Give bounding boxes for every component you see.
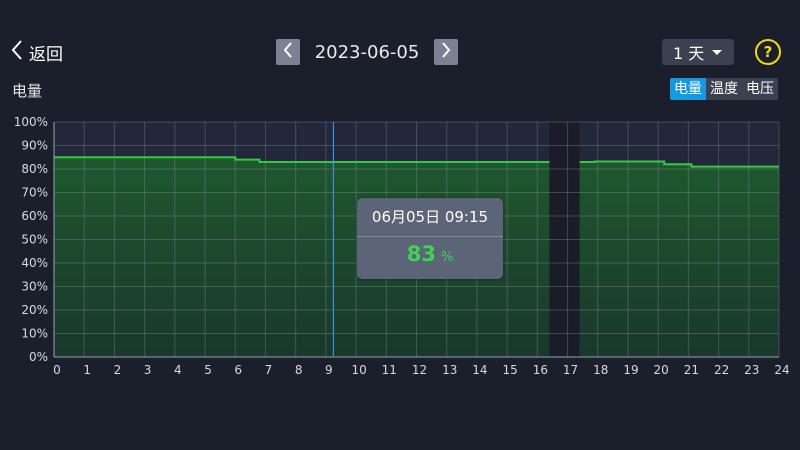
x-tick-label: 3 bbox=[144, 363, 152, 377]
x-tick-label: 12 bbox=[412, 363, 427, 377]
x-tick-label: 7 bbox=[265, 363, 273, 377]
next-day-button[interactable] bbox=[434, 39, 458, 65]
no-data-band bbox=[549, 122, 580, 357]
date-navigator: 2023-06-05 bbox=[276, 39, 458, 65]
x-tick-label: 23 bbox=[744, 363, 759, 377]
tooltip-time: 06月05日 09:15 bbox=[357, 198, 503, 237]
y-tick-label: 60% bbox=[21, 209, 48, 223]
x-tick-label: 20 bbox=[654, 363, 669, 377]
y-tick-label: 10% bbox=[21, 327, 48, 341]
chart-tooltip: 06月05日 09:15 83% bbox=[357, 198, 503, 279]
tab-battery[interactable]: 电量 bbox=[670, 78, 706, 100]
x-tick-label: 9 bbox=[325, 363, 333, 377]
y-tick-label: 50% bbox=[21, 233, 48, 247]
y-tick-label: 80% bbox=[21, 162, 48, 176]
x-tick-label: 17 bbox=[563, 363, 578, 377]
metric-tabs: 电量 温度 电压 bbox=[670, 78, 778, 100]
chevron-left-icon bbox=[283, 42, 293, 62]
tooltip-value-group: 83% bbox=[357, 242, 503, 266]
x-tick-label: 0 bbox=[53, 363, 61, 377]
y-tick-label: 0% bbox=[29, 350, 48, 364]
x-tick-label: 5 bbox=[204, 363, 212, 377]
range-dropdown[interactable]: 1 天 bbox=[662, 39, 734, 65]
tab-voltage[interactable]: 电压 bbox=[746, 81, 774, 97]
x-tick-label: 14 bbox=[472, 363, 487, 377]
y-tick-label: 30% bbox=[21, 280, 48, 294]
x-tick-label: 18 bbox=[593, 363, 608, 377]
series-area-1 bbox=[579, 161, 779, 357]
x-tick-label: 4 bbox=[174, 363, 182, 377]
chevron-right-icon bbox=[441, 42, 451, 62]
help-icon[interactable]: ? bbox=[755, 39, 781, 65]
tooltip-unit: % bbox=[440, 250, 454, 265]
back-label: 返回 bbox=[29, 44, 63, 65]
range-value: 1 天 bbox=[673, 44, 705, 63]
x-tick-label: 15 bbox=[502, 363, 517, 377]
y-tick-label: 90% bbox=[21, 139, 48, 153]
x-tick-label: 16 bbox=[533, 363, 548, 377]
prev-day-button[interactable] bbox=[276, 39, 300, 65]
x-tick-label: 6 bbox=[234, 363, 242, 377]
section-title: 电量 bbox=[12, 82, 43, 100]
y-tick-label: 70% bbox=[21, 186, 48, 200]
x-tick-label: 10 bbox=[351, 363, 366, 377]
x-tick-label: 1 bbox=[83, 363, 91, 377]
x-tick-label: 24 bbox=[774, 363, 789, 377]
x-tick-label: 22 bbox=[714, 363, 729, 377]
y-tick-label: 20% bbox=[21, 303, 48, 317]
y-tick-label: 40% bbox=[21, 256, 48, 270]
x-tick-label: 13 bbox=[442, 363, 457, 377]
x-tick-label: 21 bbox=[684, 363, 699, 377]
chevron-left-icon bbox=[10, 39, 24, 65]
series-line-0 bbox=[54, 156, 550, 163]
x-tick-label: 11 bbox=[382, 363, 397, 377]
current-date: 2023-06-05 bbox=[314, 41, 420, 63]
series-line-1 bbox=[579, 160, 779, 168]
x-tick-label: 2 bbox=[114, 363, 122, 377]
caret-down-icon bbox=[712, 50, 722, 55]
back-button[interactable]: 返回 bbox=[10, 38, 63, 66]
tab-temperature[interactable]: 温度 bbox=[710, 81, 738, 97]
x-tick-label: 8 bbox=[295, 363, 303, 377]
top-bar: 返回 2023-06-05 1 天 ? 电量 电量 温度 电压 bbox=[0, 0, 800, 100]
x-tick-label: 19 bbox=[623, 363, 638, 377]
tooltip-value: 83 bbox=[406, 242, 436, 266]
y-tick-label: 100% bbox=[14, 115, 48, 129]
